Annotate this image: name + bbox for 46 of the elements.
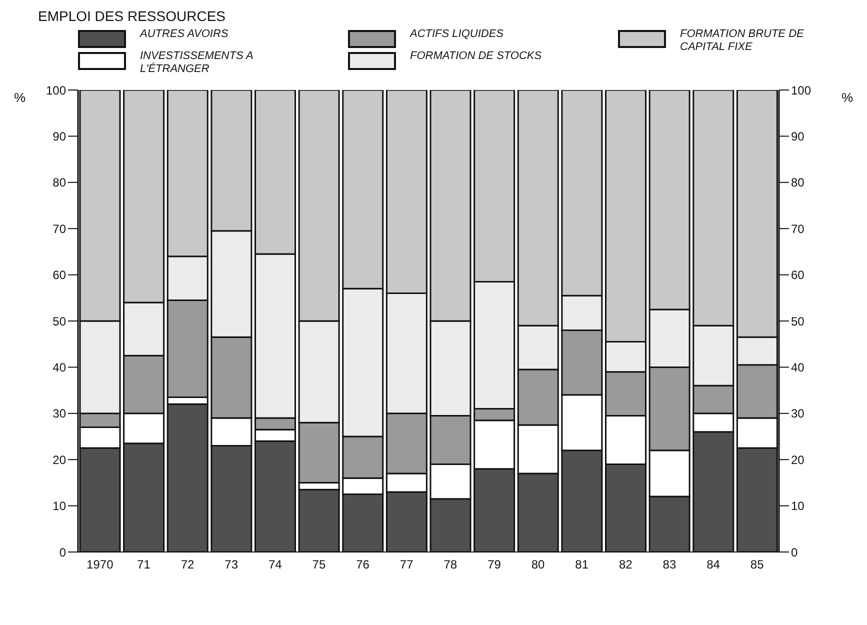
x-tick-label: 79: [488, 558, 502, 572]
y-tick-label: 70: [52, 222, 66, 236]
y-tick-label: 100: [46, 83, 66, 98]
x-tick-label: 75: [312, 558, 326, 572]
legend-label: FORMATION BRUTE DE CAPITAL FIXE: [680, 28, 805, 54]
x-tick-label: 84: [706, 558, 720, 572]
y2-tick-label: 30: [791, 406, 805, 421]
x-tick-label: 82: [618, 558, 633, 572]
y2-tick-label: 60: [791, 268, 805, 282]
y2-tick-label: 40: [791, 360, 805, 374]
y2-tick-label: 100: [791, 83, 812, 98]
x-tick-label: 77: [400, 558, 414, 572]
x-tick-label: 1970: [86, 558, 114, 572]
y2-tick-label: 70: [791, 222, 805, 236]
y-axis-title: %: [14, 90, 26, 105]
y2-tick-label: 80: [791, 176, 805, 190]
x-tick-label: 80: [531, 558, 546, 572]
x-tick-label: 74: [268, 558, 282, 572]
legend-label: ACTIFS LIQUIDES: [410, 28, 505, 41]
y-tick-label: 90: [52, 129, 66, 144]
y2-tick-label: 0: [791, 545, 798, 560]
chart-title: EMPLOI DES RESSOURCES: [38, 8, 226, 24]
x-tick-label: 71: [137, 558, 151, 572]
x-tick-label: 72: [180, 558, 195, 572]
y-tick-label: 10: [52, 499, 66, 514]
y-tick-label: 0: [59, 545, 66, 560]
x-tick-label: 85: [750, 558, 764, 572]
y2-tick-label: 10: [791, 499, 805, 514]
y2-tick-label: 90: [791, 129, 805, 144]
legend-label: FORMATION DE STOCKS: [410, 50, 543, 63]
x-tick-label: 73: [224, 558, 238, 572]
x-tick-label: 76: [356, 558, 370, 572]
y-tick-label: 40: [52, 360, 66, 374]
y2-tick-label: 20: [791, 452, 805, 467]
x-tick-label: 81: [575, 558, 589, 572]
y-tick-label: 20: [52, 452, 66, 467]
legend-label: INVESTISSEMENTS A L'ÉTRANGER: [140, 50, 254, 76]
y-tick-label: 80: [52, 176, 66, 190]
y2-tick-label: 50: [791, 314, 805, 328]
legend-label: AUTRES AVOIRS: [140, 28, 230, 41]
x-tick-label: 78: [444, 558, 458, 572]
y-tick-label: 60: [52, 268, 66, 282]
x-tick-label: 83: [662, 558, 676, 572]
y-tick-label: 30: [52, 406, 66, 421]
y2-axis-title: %: [841, 90, 853, 105]
y-tick-label: 50: [52, 314, 66, 328]
